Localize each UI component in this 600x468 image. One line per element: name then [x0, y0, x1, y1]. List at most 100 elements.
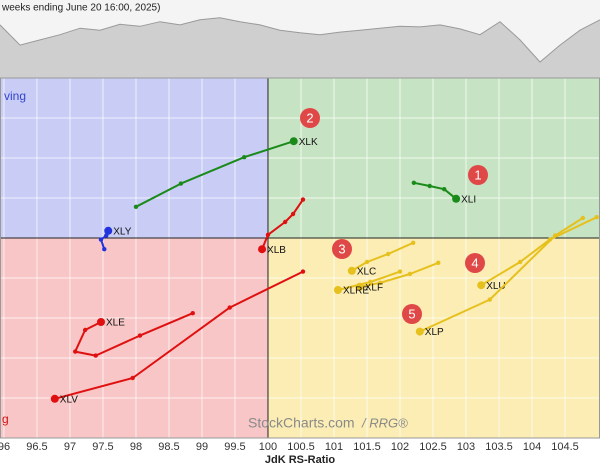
- head-point: [333, 286, 342, 294]
- series-label: XLB: [267, 245, 286, 256]
- tail-line: [74, 312, 194, 357]
- x-tick-label: 100: [259, 441, 277, 453]
- tail-point: [397, 269, 403, 274]
- tail-point: [137, 333, 143, 338]
- series-label: XLY: [113, 226, 131, 237]
- tail-point: [594, 215, 599, 220]
- x-tick-label: 101.5: [353, 441, 381, 453]
- watermark-suffix: / RRG®: [361, 415, 408, 430]
- tail-line: [413, 181, 457, 200]
- annotation: 4: [471, 255, 478, 270]
- tail-point: [427, 183, 432, 189]
- tail-line: [480, 216, 598, 287]
- annotation: 2: [306, 110, 313, 125]
- tail-line: [54, 270, 304, 400]
- tail-line: [419, 217, 584, 333]
- tail-point: [133, 204, 139, 209]
- annotation: 1: [474, 167, 481, 182]
- tail-point: [82, 327, 88, 333]
- tail-point: [190, 311, 195, 316]
- x-tick-label: 102.5: [419, 441, 447, 453]
- tail-point: [385, 251, 391, 257]
- x-tick-label: 97: [64, 441, 76, 453]
- annotations: 1 2 3 4 5: [300, 108, 488, 324]
- quadrant: [267, 238, 600, 438]
- annotation: 5: [408, 306, 415, 321]
- x-tick-label: 99.5: [224, 441, 245, 453]
- tail-point: [178, 181, 184, 186]
- tail-line: [351, 241, 414, 272]
- annotation-badge: [465, 253, 485, 273]
- head-point: [347, 266, 356, 275]
- tail-point: [407, 271, 413, 277]
- head-point: [96, 318, 105, 326]
- area: [0, 17, 600, 78]
- tail-point: [73, 349, 78, 354]
- tail-point: [300, 269, 306, 274]
- annotation-badge: [300, 108, 320, 128]
- x-tick-label: 99: [196, 441, 208, 453]
- head-point: [415, 327, 424, 336]
- tail-point: [364, 259, 370, 265]
- series-label: XLE: [106, 318, 125, 329]
- x-tick-label: 103: [457, 441, 475, 453]
- x-tick-label: 104.5: [551, 441, 579, 453]
- tail-point: [580, 215, 586, 221]
- series-label: XLP: [425, 327, 444, 338]
- head-point: [289, 137, 298, 146]
- series-label: XLC: [357, 266, 376, 277]
- series-label: XLV: [60, 394, 78, 405]
- series-label: XLK: [299, 137, 318, 148]
- tail-point: [227, 305, 232, 310]
- head-point: [258, 245, 267, 254]
- x-tick-label: 101: [325, 441, 343, 453]
- tail-point: [411, 240, 416, 245]
- quadrant-label: ving: [4, 89, 26, 103]
- x-tick-label: 98: [130, 441, 142, 453]
- sparkline: [0, 17, 600, 78]
- tail-point: [300, 197, 306, 202]
- tail-point: [377, 280, 383, 285]
- x-tick-label: 98.5: [158, 441, 179, 453]
- tail-point: [93, 353, 98, 358]
- head-point: [477, 281, 486, 290]
- tail-point: [442, 187, 447, 192]
- annotation-badge: [402, 304, 422, 324]
- chart-title: weeks ending June 20 16:00, 2025): [1, 3, 160, 14]
- area-line: [0, 17, 600, 63]
- tail-point: [552, 233, 558, 238]
- series-label: XLF: [365, 282, 383, 293]
- annotation-badge: [332, 239, 352, 259]
- tail-line: [359, 261, 439, 288]
- head-point: [452, 194, 461, 203]
- tail-line: [135, 140, 295, 208]
- watermark: StockCharts.com: [248, 415, 355, 431]
- annotation-badge: [468, 165, 488, 185]
- tail-point: [98, 237, 104, 242]
- tail-point: [436, 260, 441, 265]
- tail-point: [487, 297, 492, 302]
- series-label: XLU: [486, 281, 505, 292]
- head-point: [50, 394, 59, 403]
- tail-point: [242, 155, 247, 160]
- x-tick-label: 104: [523, 441, 541, 453]
- series-label: XLRE: [343, 286, 369, 297]
- x-tick-label: 100.5: [287, 441, 315, 453]
- tail-point: [517, 259, 523, 265]
- x-tick-label: 96.5: [26, 441, 47, 453]
- tail-point: [102, 247, 107, 252]
- tail-point: [130, 375, 135, 381]
- tail-point: [411, 180, 417, 185]
- x-tick-label: 102: [391, 441, 409, 453]
- tail-point: [265, 232, 271, 237]
- annotation: 3: [338, 241, 345, 256]
- plot-area: 96 96.5 97 97.5 98 98.5 99 99.5 100 100.5 101 101.5…: [0, 77, 600, 453]
- x-tick-label: 96: [0, 441, 10, 453]
- quadrant-label: g: [2, 412, 9, 426]
- tail-point: [282, 219, 288, 225]
- tail-point: [368, 279, 373, 285]
- x-tick-label: 103.5: [485, 441, 513, 453]
- series-label: XLI: [461, 194, 476, 205]
